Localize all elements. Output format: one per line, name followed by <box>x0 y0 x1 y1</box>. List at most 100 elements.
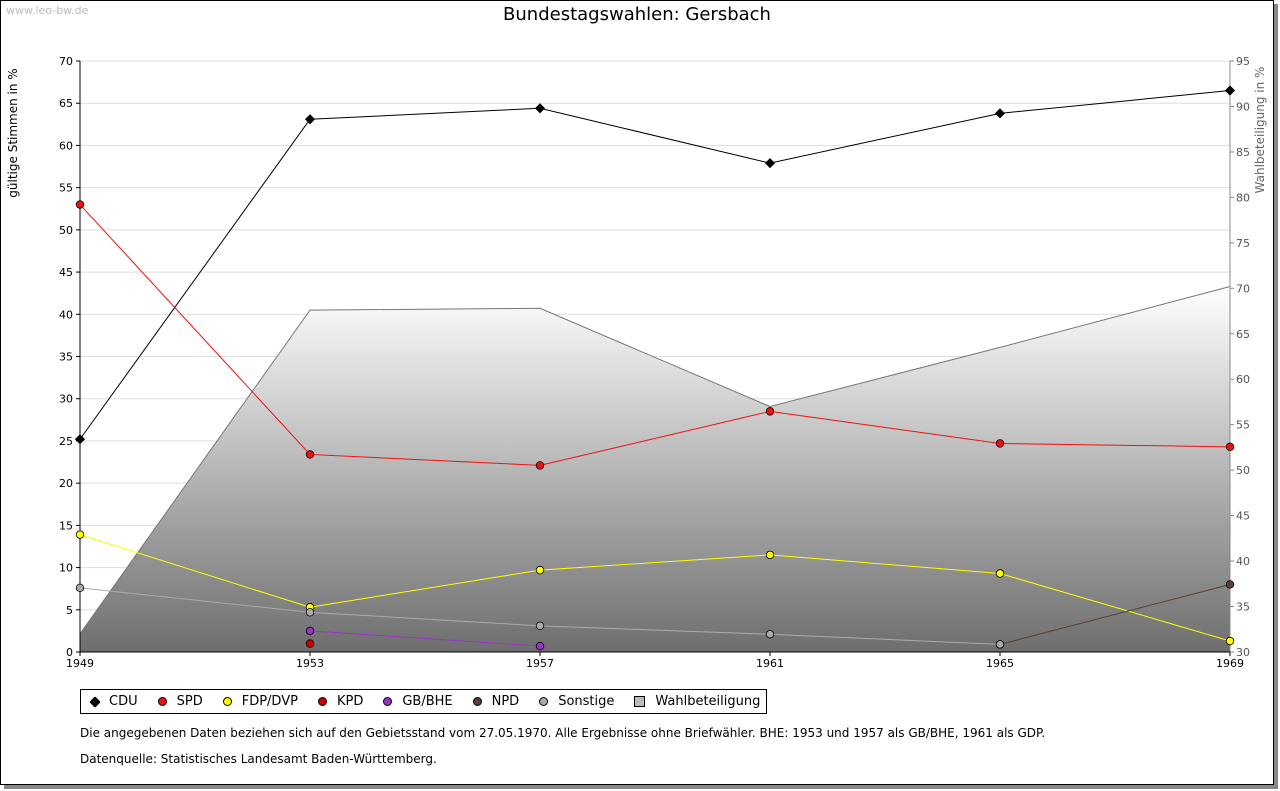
y-tick-label-15: 15 <box>59 519 73 532</box>
chart-title: Bundestagswahlen: Gersbach <box>503 4 771 25</box>
legend-marker <box>472 697 482 706</box>
legend-marker <box>539 697 549 706</box>
y-tick-label-40: 40 <box>59 308 73 321</box>
note-datenquelle: Datenquelle: Statistisches Landesamt Bad… <box>80 752 437 766</box>
y2-tick-label-50: 50 <box>1236 464 1250 477</box>
y-tick-label-30: 30 <box>59 393 73 406</box>
x-tick-label-1969: 1969 <box>1216 657 1244 670</box>
y2-tick-label-90: 90 <box>1236 100 1250 113</box>
area-wahlbeteiligung-line <box>79 286 1231 635</box>
legend-item-npd: NPD <box>467 694 520 709</box>
point-sonstige-1953 <box>305 608 315 617</box>
y-tick-label-20: 20 <box>59 477 73 490</box>
point-sonstige-1957 <box>535 621 545 631</box>
y-axis-title: gültige Stimmen in % <box>6 68 20 197</box>
x-tick-label-1957: 1957 <box>526 657 554 670</box>
point-fdp-dvp-1949 <box>75 530 85 539</box>
y-tick-label-50: 50 <box>59 224 73 237</box>
legend-marker <box>222 697 232 706</box>
legend-item-fdp-dvp: FDP/DVP <box>217 694 298 709</box>
y2-tick-label-55: 55 <box>1236 419 1250 432</box>
y2-tick-label-40: 40 <box>1236 555 1250 568</box>
point-spd-1953 <box>305 450 315 459</box>
legend-label: NPD <box>491 694 520 709</box>
note-gebietsstand: Die angegebenen Daten beziehen sich auf … <box>80 726 1046 740</box>
point-cdu-1957 <box>534 103 546 114</box>
legend-label: GB/BHE <box>402 694 453 709</box>
x-tick-label-1953: 1953 <box>296 657 324 670</box>
y2-tick-label-60: 60 <box>1236 373 1250 386</box>
legend-label: CDU <box>109 694 138 709</box>
x-tick-label-1965: 1965 <box>986 657 1014 670</box>
point-fdp-dvp-1969 <box>1225 636 1235 646</box>
legend-item-kpd: KPD <box>312 694 363 709</box>
y2-tick-label-80: 80 <box>1236 191 1250 204</box>
y2-tick-label-65: 65 <box>1236 328 1250 341</box>
point-sonstige-1949 <box>75 583 85 593</box>
y-tick-label-0: 0 <box>66 646 73 659</box>
point-cdu-1965 <box>994 108 1006 119</box>
point-spd-1969 <box>1225 442 1235 452</box>
point-kpd-1953 <box>305 639 315 648</box>
y-tick-label-5: 5 <box>66 604 73 617</box>
legend-item-sonstige: Sonstige <box>533 694 614 709</box>
legend: CDU SPD FDP/DVP KPD GB/BHE NPD Sonstige Wahlbet… <box>80 689 768 714</box>
point-gb-bhe-1953 <box>305 626 315 636</box>
legend-label: SPD <box>176 694 203 709</box>
y-tick-label-45: 45 <box>59 266 73 279</box>
watermark: www.leo-bw.de <box>6 4 89 17</box>
y-tick-label-70: 70 <box>59 55 73 68</box>
legend-label: KPD <box>336 694 364 709</box>
series-line-cdu <box>79 90 1231 440</box>
legend-item-gb-bhe: GB/BHE <box>377 694 453 709</box>
point-spd-1961 <box>765 407 775 416</box>
x-tick-label-1961: 1961 <box>756 657 784 670</box>
point-cdu-1949 <box>74 434 86 445</box>
series-line-spd <box>79 204 1231 466</box>
point-npd-1969 <box>1225 580 1235 589</box>
y-tick-label-10: 10 <box>59 562 73 575</box>
y2-tick-label-85: 85 <box>1236 146 1250 159</box>
y2-tick-label-70: 70 <box>1236 282 1250 295</box>
y2-axis-title: Wahlbeteiligung in % <box>1253 67 1267 194</box>
y-tick-label-65: 65 <box>59 97 73 110</box>
point-sonstige-1965 <box>995 640 1005 649</box>
y2-tick-label-75: 75 <box>1236 237 1250 250</box>
x-tick-label-1949: 1949 <box>66 657 94 670</box>
y2-tick-label-30: 30 <box>1236 646 1250 659</box>
point-cdu-1953 <box>304 114 316 125</box>
y2-tick-label-95: 95 <box>1236 55 1250 68</box>
y-tick-label-35: 35 <box>59 351 73 364</box>
point-fdp-dvp-1961 <box>765 550 775 560</box>
point-spd-1949 <box>75 200 85 209</box>
legend-label: FDP/DVP <box>241 694 298 709</box>
series-line-gb-bhe <box>309 630 541 647</box>
legend-item-cdu: CDU <box>85 694 138 709</box>
point-gb-bhe-1957 <box>535 641 545 651</box>
legend-marker <box>89 695 101 708</box>
point-sonstige-1961 <box>765 630 775 639</box>
point-cdu-1969 <box>1224 85 1236 96</box>
legend-marker <box>634 696 646 707</box>
y-tick-label-55: 55 <box>59 182 73 195</box>
y2-tick-label-35: 35 <box>1236 601 1250 614</box>
series-line-fdp-dvp <box>79 534 1231 642</box>
y-tick-label-25: 25 <box>59 435 73 448</box>
series-line-npd <box>999 583 1231 645</box>
point-spd-1965 <box>995 439 1005 448</box>
legend-item-wahlbeteiligung: Wahlbeteiligung <box>628 694 760 709</box>
point-cdu-1961 <box>764 158 776 169</box>
point-spd-1957 <box>535 461 545 470</box>
point-fdp-dvp-1965 <box>995 569 1005 578</box>
legend-item-spd: SPD <box>152 694 203 709</box>
legend-label: Wahlbeteiligung <box>655 694 761 709</box>
y-tick-label-60: 60 <box>59 139 73 152</box>
area-wahlbeteiligung <box>80 286 1230 652</box>
y2-tick-label-45: 45 <box>1236 510 1250 523</box>
legend-marker <box>157 697 167 706</box>
legend-marker <box>383 697 393 706</box>
legend-label: Sonstige <box>558 694 615 709</box>
point-fdp-dvp-1957 <box>535 565 545 575</box>
legend-marker <box>317 697 327 706</box>
